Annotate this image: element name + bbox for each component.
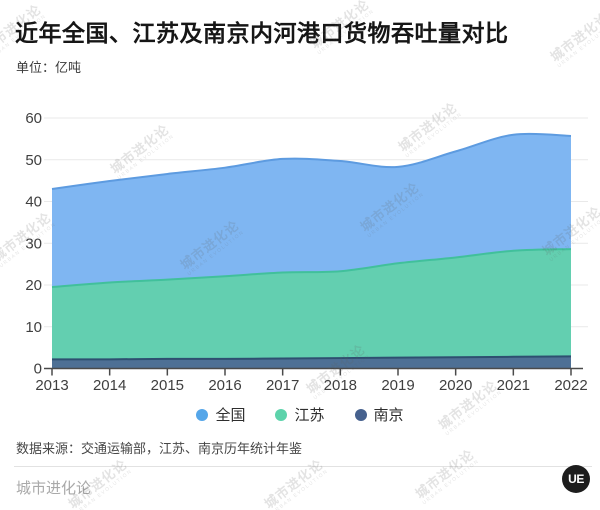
brand-name: 城市进化论 bbox=[16, 480, 92, 497]
footer-divider bbox=[14, 466, 592, 467]
legend-item-nanjing: 南京 bbox=[354, 404, 404, 425]
svg-text:2017: 2017 bbox=[266, 377, 299, 394]
legend-item-jiangsu: 江苏 bbox=[275, 404, 325, 425]
svg-text:2015: 2015 bbox=[151, 377, 184, 394]
svg-text:50: 50 bbox=[25, 152, 42, 169]
page-title: 近年全国、江苏及南京内河港口货物吞吐量对比 bbox=[15, 20, 509, 46]
chart-legend: 全国 江苏 南京 bbox=[0, 404, 600, 425]
svg-text:2022: 2022 bbox=[554, 377, 587, 394]
data-source: 数据来源：交通运输部，江苏、南京历年统计年鉴 bbox=[16, 441, 303, 456]
svg-text:2020: 2020 bbox=[439, 377, 472, 394]
unit-label: 单位：亿吨 bbox=[16, 60, 82, 75]
svg-text:30: 30 bbox=[25, 235, 42, 252]
svg-text:2021: 2021 bbox=[497, 377, 530, 394]
svg-text:2013: 2013 bbox=[35, 377, 68, 394]
svg-text:40: 40 bbox=[25, 194, 42, 211]
svg-text:2018: 2018 bbox=[324, 377, 357, 394]
svg-text:10: 10 bbox=[25, 319, 42, 336]
legend-label-nanjing: 南京 bbox=[373, 407, 404, 424]
svg-text:2014: 2014 bbox=[93, 377, 126, 394]
svg-text:60: 60 bbox=[25, 110, 42, 127]
jiangsu-dot-icon bbox=[275, 408, 288, 421]
national-dot-icon bbox=[196, 408, 209, 421]
nanjing-dot-icon bbox=[354, 408, 367, 421]
svg-text:2016: 2016 bbox=[208, 377, 241, 394]
legend-label-national: 全国 bbox=[215, 407, 246, 424]
ue-logo: UE bbox=[562, 465, 590, 493]
svg-text:20: 20 bbox=[25, 277, 42, 294]
legend-label-jiangsu: 江苏 bbox=[294, 407, 325, 424]
legend-item-national: 全国 bbox=[196, 404, 245, 425]
svg-text:2019: 2019 bbox=[381, 377, 414, 394]
svg-text:0: 0 bbox=[34, 361, 42, 378]
